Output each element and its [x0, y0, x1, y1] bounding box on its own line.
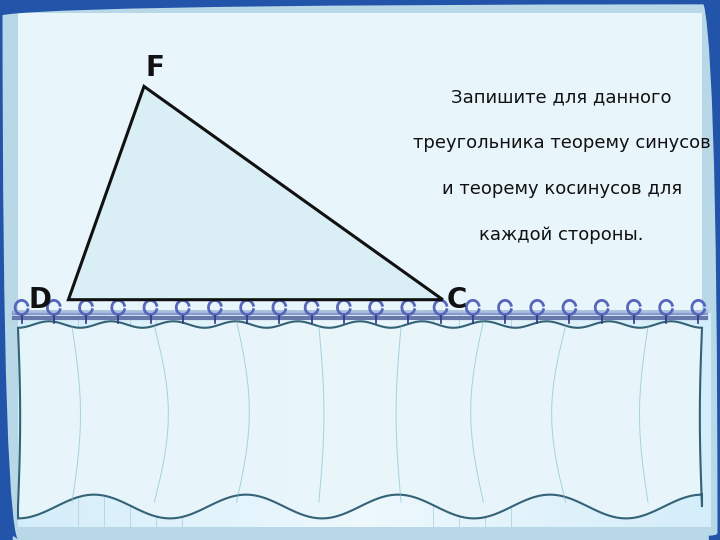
Bar	[494, 313, 503, 526]
Bar	[96, 313, 104, 526]
Bar	[269, 313, 278, 526]
Bar	[165, 313, 174, 526]
Bar	[433, 313, 442, 526]
Bar	[624, 313, 633, 526]
Bar	[295, 313, 304, 526]
Bar	[373, 313, 382, 526]
Bar	[226, 313, 234, 526]
Bar	[659, 313, 667, 526]
Bar	[520, 313, 528, 526]
Bar	[477, 313, 485, 526]
Bar	[287, 313, 295, 526]
Bar	[148, 313, 156, 526]
Bar	[442, 313, 451, 526]
Bar	[338, 313, 347, 526]
Text: и теорему косинусов для: и теорему косинусов для	[441, 180, 682, 198]
Bar	[382, 313, 390, 526]
Bar	[347, 313, 356, 526]
Bar	[44, 313, 53, 526]
Bar	[511, 313, 520, 526]
Bar	[27, 313, 35, 526]
Bar	[304, 313, 312, 526]
Bar	[113, 313, 122, 526]
Bar	[182, 313, 191, 526]
Bar	[364, 313, 373, 526]
Polygon shape	[18, 321, 702, 518]
Bar	[192, 313, 199, 526]
Bar	[685, 313, 693, 526]
Polygon shape	[68, 86, 443, 300]
Text: C: C	[447, 286, 467, 314]
Bar	[667, 313, 676, 526]
Bar	[209, 313, 217, 526]
Bar	[87, 313, 96, 526]
Bar	[156, 313, 165, 526]
Bar	[572, 313, 580, 526]
Bar	[235, 313, 243, 526]
Bar	[676, 313, 685, 526]
Bar	[546, 313, 554, 526]
Bar	[53, 313, 61, 526]
Bar	[174, 313, 182, 526]
Bar	[693, 313, 702, 526]
Bar	[312, 313, 321, 526]
Bar	[61, 313, 70, 526]
Bar	[18, 313, 27, 526]
Bar	[616, 313, 624, 526]
Text: треугольника теорему синусов: треугольника теорему синусов	[413, 134, 711, 152]
Bar	[416, 313, 425, 526]
Bar	[459, 313, 468, 526]
Bar	[252, 313, 261, 526]
Bar	[555, 313, 563, 526]
Bar	[70, 313, 78, 526]
Text: D: D	[28, 286, 51, 314]
Bar	[390, 313, 399, 526]
Bar	[451, 313, 459, 526]
Bar	[130, 313, 139, 526]
Bar	[243, 313, 252, 526]
Bar	[607, 313, 616, 526]
Bar	[650, 313, 659, 526]
Bar	[35, 313, 44, 526]
Bar	[564, 313, 572, 526]
Bar	[217, 313, 225, 526]
Bar	[633, 313, 642, 526]
Bar	[104, 313, 113, 526]
Bar	[538, 313, 546, 526]
Bar	[122, 313, 130, 526]
Bar	[261, 313, 269, 526]
Bar	[399, 313, 408, 526]
Bar	[18, 14, 702, 313]
Text: Запишите для данного: Запишите для данного	[451, 88, 672, 106]
Bar	[702, 313, 711, 526]
Bar	[356, 313, 364, 526]
Bar	[278, 313, 287, 526]
Bar	[590, 313, 598, 526]
Text: F: F	[145, 53, 164, 82]
Bar	[330, 313, 338, 526]
Bar	[408, 313, 416, 526]
Bar	[139, 313, 148, 526]
Bar	[321, 313, 330, 526]
Bar	[485, 313, 494, 526]
Text: каждой стороны.: каждой стороны.	[480, 226, 644, 244]
Bar	[581, 313, 590, 526]
Bar	[503, 313, 511, 526]
Bar	[528, 313, 537, 526]
Bar	[425, 313, 433, 526]
Bar	[468, 313, 477, 526]
Bar	[200, 313, 208, 526]
Bar	[598, 313, 607, 526]
Bar	[78, 313, 87, 526]
Bar	[642, 313, 650, 526]
